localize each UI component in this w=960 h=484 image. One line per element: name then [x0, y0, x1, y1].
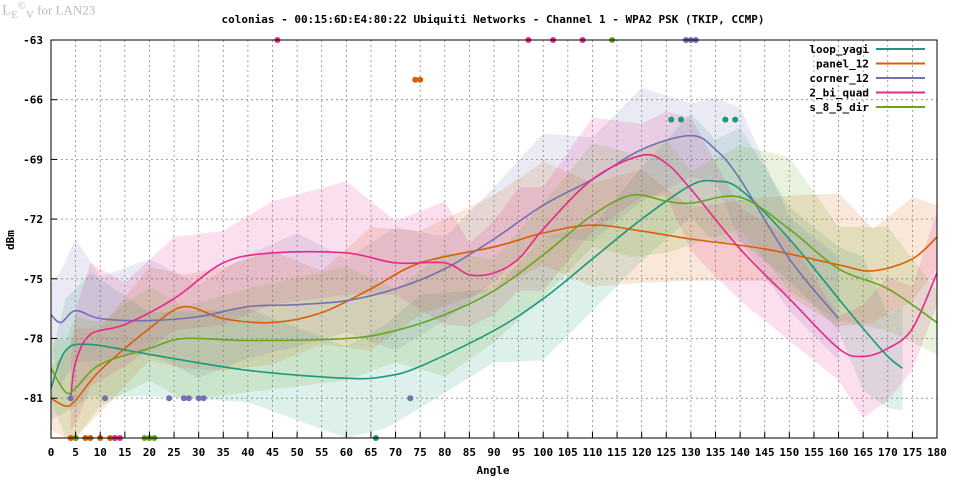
y-tick-label: -81 — [23, 392, 43, 405]
x-tick-label: 175 — [902, 446, 922, 459]
marker-corner_12 — [195, 395, 202, 402]
legend-label-corner_12: corner_12 — [809, 72, 869, 85]
x-tick-label: 10 — [94, 446, 107, 459]
x-tick-label: 150 — [779, 446, 799, 459]
x-tick-label: 160 — [829, 446, 849, 459]
x-tick-label: 45 — [266, 446, 279, 459]
x-tick-label: 155 — [804, 446, 824, 459]
x-tick-label: 5 — [72, 446, 79, 459]
marker-corner_12 — [180, 395, 187, 402]
marker-loop_yagi — [668, 116, 675, 123]
x-tick-label: 165 — [853, 446, 873, 459]
marker-loop_yagi — [722, 116, 729, 123]
x-tick-label: 135 — [706, 446, 726, 459]
marker-corner_12 — [200, 395, 207, 402]
series-line-s_8_5_dir — [50, 193, 938, 395]
legend-label-panel_12: panel_12 — [816, 58, 869, 71]
marker-loop_yagi — [678, 116, 685, 123]
x-tick-label: 80 — [438, 446, 451, 459]
x-tick-label: 140 — [730, 446, 750, 459]
marker-panel_12 — [412, 76, 419, 83]
x-tick-label: 60 — [340, 446, 353, 459]
marker-corner_12 — [407, 395, 414, 402]
x-tick-label: 105 — [558, 446, 578, 459]
series-line-2_bi_quad — [69, 153, 938, 399]
marker-corner_12 — [166, 395, 173, 402]
x-tick-label: 95 — [512, 446, 525, 459]
y-tick-label: -72 — [23, 213, 43, 226]
band-panel_12 — [51, 161, 937, 438]
y-tick-label: -78 — [23, 333, 43, 346]
marker-loop_yagi — [732, 116, 739, 123]
x-tick-label: 170 — [878, 446, 898, 459]
x-tick-label: 40 — [241, 446, 254, 459]
band-corner_12 — [51, 87, 839, 385]
x-tick-label: 55 — [315, 446, 328, 459]
marker-panel_12 — [417, 76, 424, 83]
legend-label-loop_yagi: loop_yagi — [809, 43, 869, 56]
series-line-loop_yagi — [50, 179, 904, 389]
x-tick-label: 100 — [533, 446, 553, 459]
y-tick-label: -75 — [23, 273, 43, 286]
band-2_bi_quad — [70, 111, 937, 431]
x-tick-label: 90 — [487, 446, 500, 459]
marker-corner_12 — [102, 395, 109, 402]
x-axis-label: Angle — [476, 464, 509, 477]
series-line-corner_12 — [50, 134, 840, 324]
band-loop_yagi — [51, 113, 903, 438]
x-tick-label: 180 — [927, 446, 947, 459]
x-tick-label: 50 — [290, 446, 303, 459]
legend-label-2_bi_quad: 2_bi_quad — [809, 87, 869, 100]
x-tick-label: 35 — [217, 446, 230, 459]
marker-corner_12 — [185, 395, 192, 402]
x-tick-label: 20 — [143, 446, 156, 459]
x-tick-label: 15 — [118, 446, 131, 459]
x-tick-label: 0 — [48, 446, 55, 459]
x-tick-label: 130 — [681, 446, 701, 459]
x-tick-label: 25 — [167, 446, 180, 459]
band-s_8_5_dir — [51, 139, 937, 438]
x-tick-label: 120 — [632, 446, 652, 459]
x-tick-label: 145 — [755, 446, 775, 459]
y-axis-label: dBm — [4, 230, 17, 250]
marker-corner_12 — [67, 395, 74, 402]
watermark-logo: LE©V for LAN23 — [2, 0, 96, 21]
chart-title: colonias - 00:15:6D:E4:80:22 Ubiquiti Ne… — [221, 13, 764, 26]
x-tick-label: 85 — [463, 446, 476, 459]
y-tick-label: -69 — [23, 153, 43, 166]
x-tick-label: 75 — [414, 446, 427, 459]
y-tick-label: -63 — [23, 34, 43, 47]
legend-label-s_8_5_dir: s_8_5_dir — [809, 101, 869, 114]
x-tick-label: 30 — [192, 446, 205, 459]
x-tick-label: 115 — [607, 446, 627, 459]
y-tick-label: -66 — [23, 94, 43, 107]
x-tick-label: 70 — [389, 446, 402, 459]
x-tick-label: 65 — [364, 446, 377, 459]
x-tick-label: 125 — [656, 446, 676, 459]
x-tick-label: 110 — [583, 446, 603, 459]
